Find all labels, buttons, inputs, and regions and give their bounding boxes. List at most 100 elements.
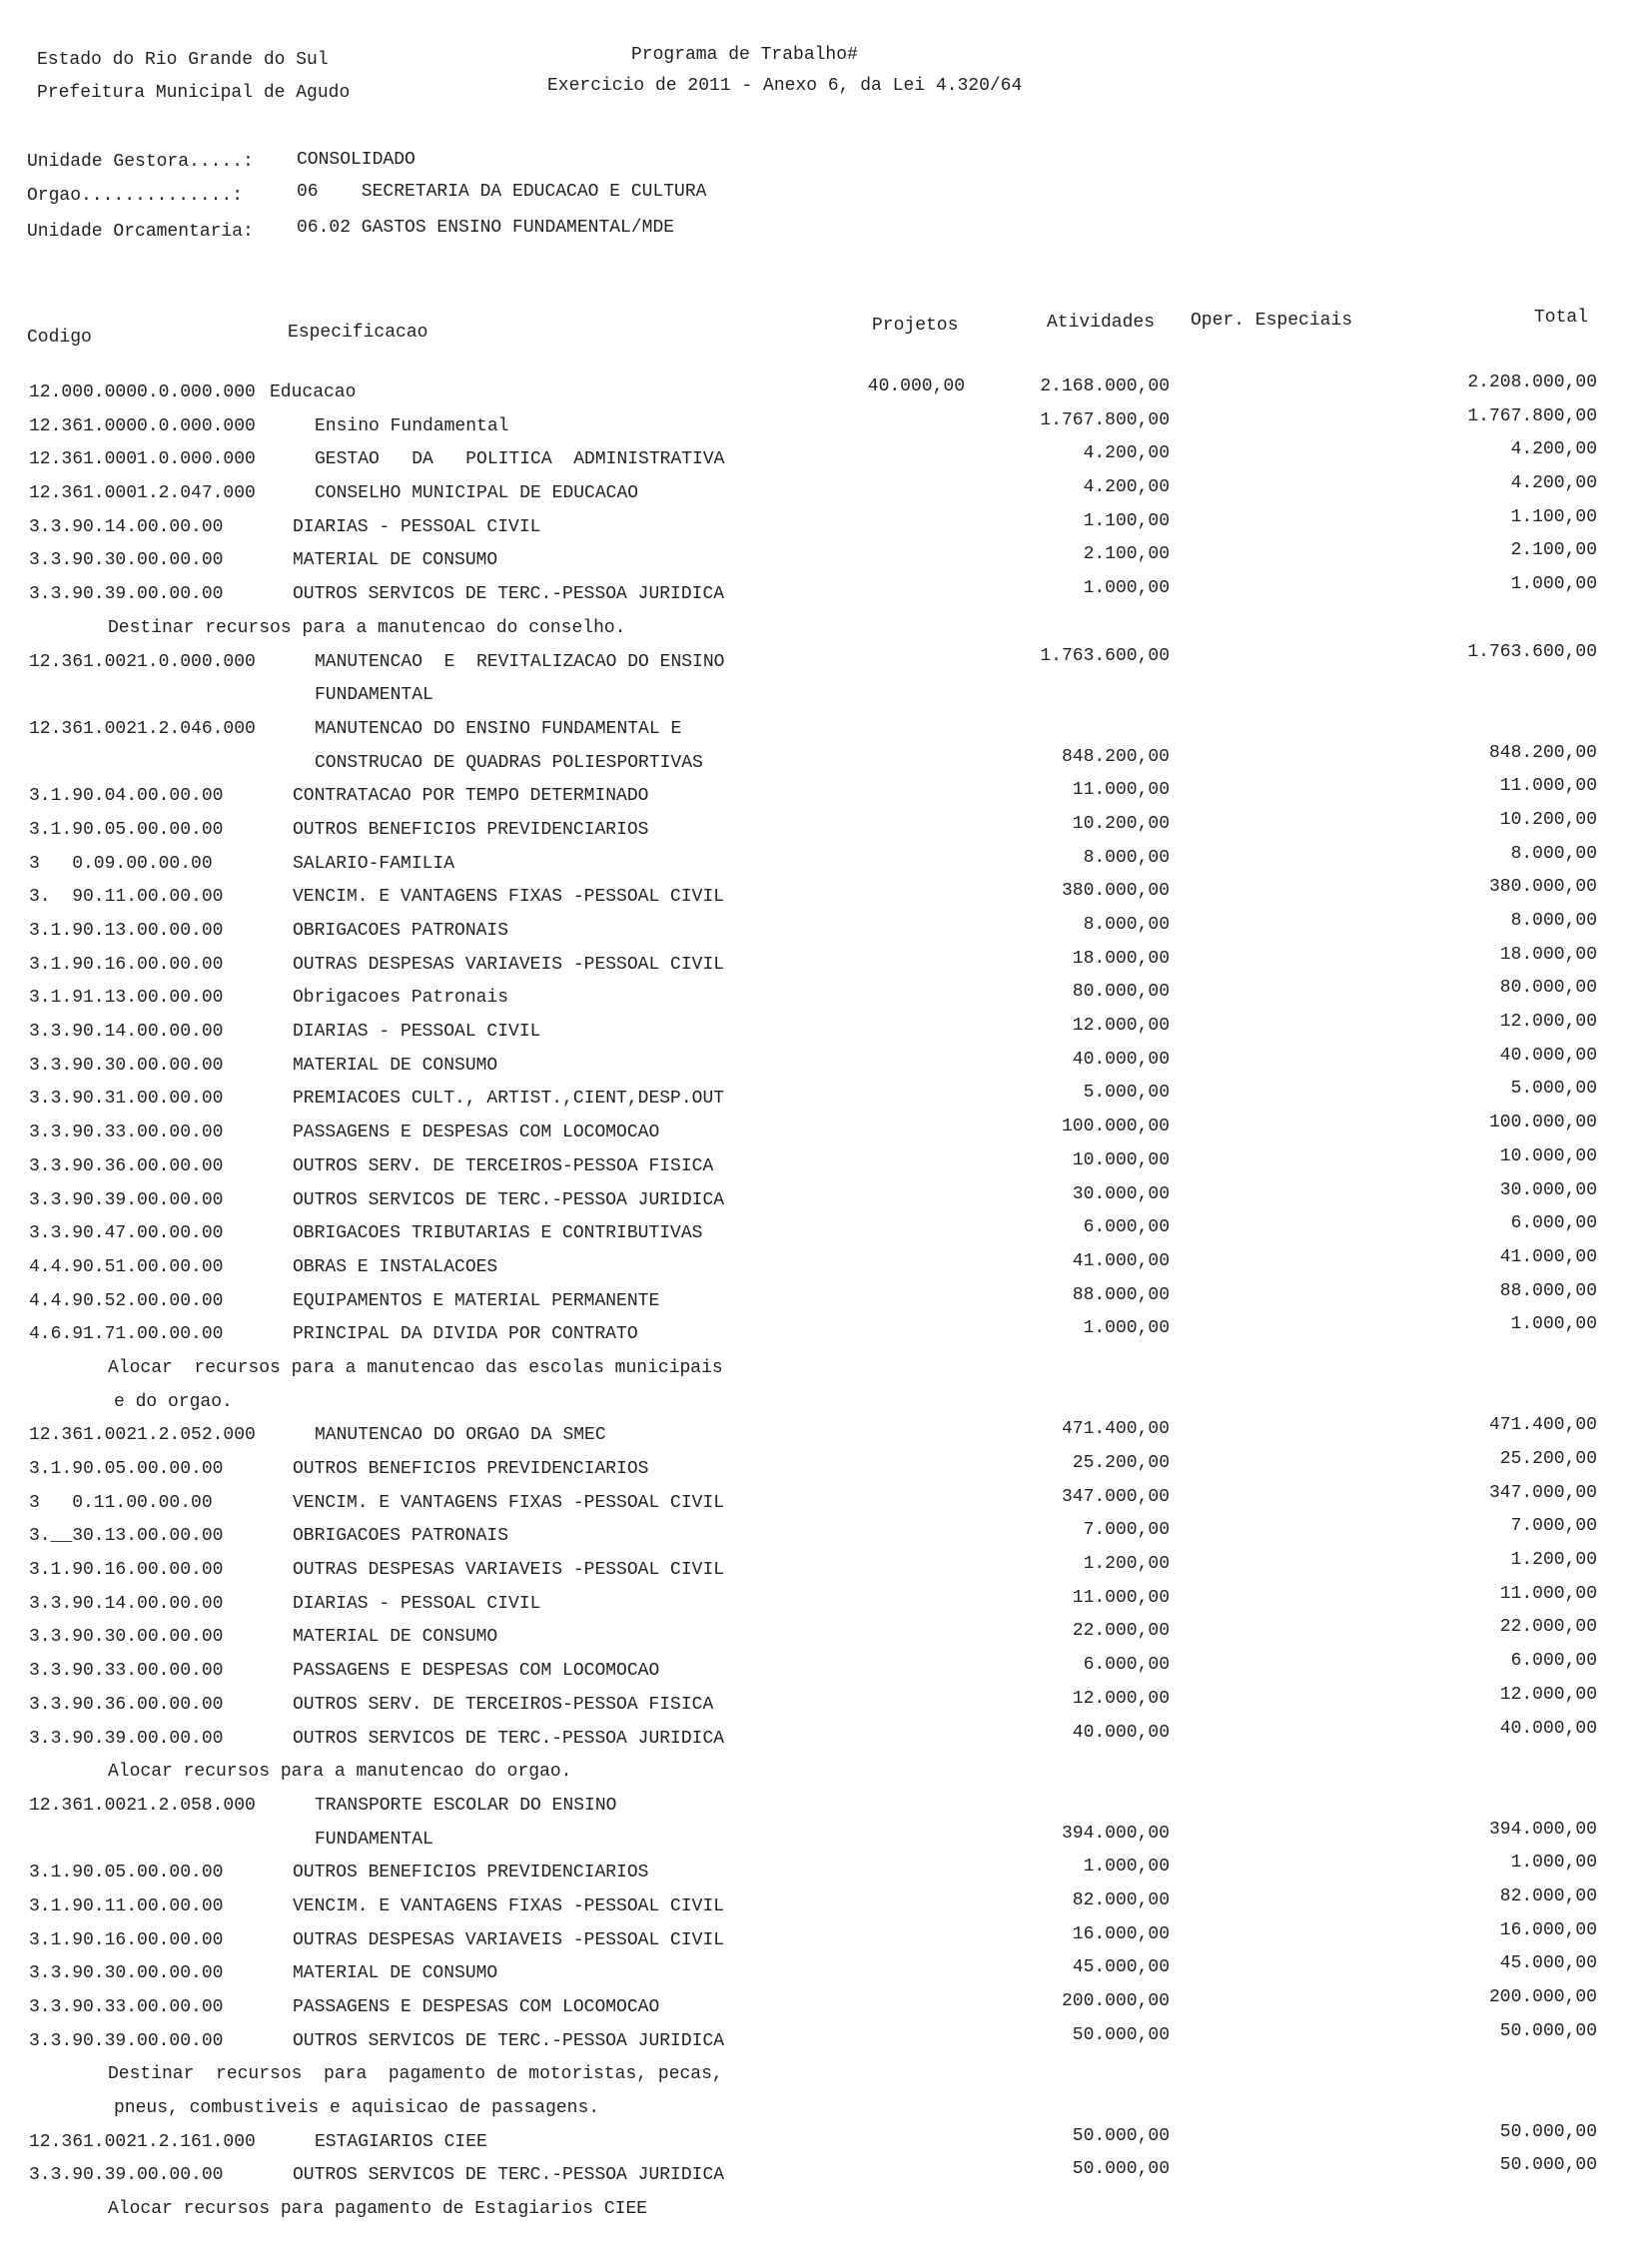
row-total: 12.000,00 [1499,1012,1597,1033]
row-code: 3.3.90.33.00.00.00 [29,1661,224,1682]
row-total: 8.000,00 [1510,911,1597,931]
row-specification: MATERIAL DE CONSUMO [293,550,498,571]
table-row: 3.3.90.39.00.00.00 OUTROS SERVICOS DE TER… [0,1180,1652,1224]
row-total: 11.000,00 [1499,1583,1597,1604]
row-total: 200.000,00 [1488,1987,1597,2007]
table-row: 3.1.91.13.00.00.00 Obrigacoes Patronais 80… [0,978,1652,1022]
table-row: 4.4.90.51.00.00.00 OBRAS E INSTALACOES 41.… [0,1247,1652,1291]
table-row: 3.1.90.05.00.00.00 OUTROS BENEFICIOS PREV… [0,810,1652,854]
table-row: 3.1.90.16.00.00.00 OUTRAS DESPESAS VARIAV… [0,945,1652,989]
description-line: Alocar recursos para pagamento de Estagi… [0,2199,1652,2233]
row-code: 3.3.90.39.00.00.00 [29,2030,224,2051]
row-total: 2.208.000,00 [1467,373,1597,392]
report-title: Programa de Trabalho# [631,45,858,65]
row-specification: PASSAGENS E DESPESAS COM LOCOMOCAO [293,1123,660,1143]
row-atividades: 10.200,00 [1072,813,1170,834]
row-specification: MATERIAL DE CONSUMO [293,1055,498,1076]
row-atividades: 30.000,00 [1072,1183,1170,1204]
row-total: 50.000,00 [1499,2020,1597,2041]
table-row: 4.4.90.52.00.00.00 EQUIPAMENTOS E MATERIA… [0,1281,1652,1325]
row-total: 1.200,00 [1510,1550,1597,1571]
unidade-orcamentaria-label: Unidade Orcamentaria: [27,222,254,242]
row-atividades: 6.000,00 [1083,1217,1170,1238]
row-atividades: 82.000,00 [1072,1889,1170,1910]
row-specification: OUTRAS DESPESAS VARIAVEIS -PESSOAL CIVIL [293,954,725,975]
row-projetos: 40.000,00 [867,376,965,396]
row-specification: OUTROS BENEFICIOS PREVIDENCIARIOS [293,819,649,840]
row-total: 45.000,00 [1499,1953,1597,1974]
row-total: 50.000,00 [1499,2121,1597,2142]
row-specification: EQUIPAMENTOS E MATERIAL PERMANENTE [293,1290,660,1311]
row-code: 3.3.90.33.00.00.00 [29,1997,224,2017]
orgao-value: 06 SECRETARIA DA EDUCACAO E CULTURA [297,182,707,202]
table-row: 3.3.90.33.00.00.00 PASSAGENS E DESPESAS C… [0,1987,1652,2031]
row-atividades: 25.200,00 [1072,1453,1170,1473]
table-row: 3.3.90.39.00.00.00 OUTROS SERVICOS DE TER… [0,1719,1652,1763]
row-atividades: 848.200,00 [1061,746,1170,767]
row-atividades: 11.000,00 [1072,780,1170,801]
row-total: 12.000,00 [1499,1684,1597,1705]
row-atividades: 50.000,00 [1072,2125,1170,2146]
unidade-orcamentaria-value: 06.02 GASTOS ENSINO FUNDAMENTAL/MDE [297,218,675,238]
row-atividades: 41.000,00 [1072,1250,1170,1271]
table-row: 3.1.90.05.00.00.00 OUTROS BENEFICIOS PREV… [0,1853,1652,1896]
row-total: 4.200,00 [1510,473,1597,494]
row-atividades: 1.000,00 [1083,1857,1170,1878]
row-code: 3.3.90.39.00.00.00 [29,584,224,605]
row-code: 3.1.90.13.00.00.00 [29,921,224,941]
row-code: 3.1.90.05.00.00.00 [29,1459,224,1479]
row-atividades: 12.000,00 [1072,1688,1170,1709]
row-specification: PRINCIPAL DA DIVIDA POR CONTRATO [293,1324,638,1345]
row-code: 3.3.90.14.00.00.00 [29,1593,224,1614]
row-specification: OUTROS SERV. DE TERCEIROS-PESSOA FISICA [293,1155,714,1176]
row-atividades: 1.100,00 [1083,510,1170,531]
table-row: 3.1.90.16.00.00.00 OUTRAS DESPESAS VARIAV… [0,1550,1652,1594]
row-total: 6.000,00 [1510,1213,1597,1234]
row-specification: Alocar recursos para a manutencao das es… [108,1357,723,1378]
table-row: 3.3.90.14.00.00.00 DIARIAS - PESSOAL CIVI… [0,1012,1652,1056]
row-total: 1.100,00 [1510,506,1597,527]
row-specification: MATERIAL DE CONSUMO [293,1627,498,1648]
row-specification: OUTROS SERV. DE TERCEIROS-PESSOA FISICA [293,1694,714,1715]
row-specification: e do orgao. [114,1391,233,1412]
row-code: 12.361.0021.2.058.000 [29,1795,256,1816]
row-total: 1.763.600,00 [1467,641,1597,662]
table-row: 3.__30.13.00.00.00 OBRIGACOES PATRONAIS 7.… [0,1516,1652,1560]
row-code: 3.3.90.30.00.00.00 [29,1963,224,1984]
row-total: 347.000,00 [1488,1482,1597,1503]
table-row: 3. 90.11.00.00.00 VENCIM. E VANTAGENS FIX… [0,877,1652,921]
row-specification: MANUTENCAO DO ENSINO FUNDAMENTAL E [315,718,682,739]
row-total: 22.000,00 [1499,1617,1597,1638]
row-specification: CONTRATACAO POR TEMPO DETERMINADO [293,786,649,807]
table-row: 12.361.0021.2.161.000 ESTAGIARIOS CIEE 50.… [0,2122,1652,2166]
table-row: CONSTRUCAO DE QUADRAS POLIESPORTIVAS 848.… [0,743,1652,787]
row-code: 3. 90.11.00.00.00 [29,887,224,908]
row-code: 3.1.91.13.00.00.00 [29,988,224,1009]
row-code: 3.1.90.16.00.00.00 [29,954,224,975]
row-specification: OUTROS SERVICOS DE TERC.-PESSOA JURIDICA [293,2165,725,2186]
row-code: 12.000.0000.0.000.000 [29,382,256,402]
row-code: 3 0.11.00.00.00 [29,1492,213,1513]
unidade-gestora-label: Unidade Gestora.....: [27,152,254,172]
description-line: Alocar recursos para a manutencao do org… [0,1762,1652,1796]
col-total: Total [1534,308,1589,328]
row-code: 3.1.90.05.00.00.00 [29,819,224,840]
description-line: Destinar recursos para a manutencao do c… [0,618,1652,652]
row-total: 1.000,00 [1510,1853,1597,1874]
row-specification: OUTROS SERVICOS DE TERC.-PESSOA JURIDICA [293,1728,725,1749]
row-atividades: 6.000,00 [1083,1655,1170,1676]
row-specification: OUTROS SERVICOS DE TERC.-PESSOA JURIDICA [293,584,725,605]
row-atividades: 8.000,00 [1083,847,1170,868]
row-specification: VENCIM. E VANTAGENS FIXAS -PESSOAL CIVIL [293,887,725,908]
row-atividades: 1.000,00 [1083,1318,1170,1339]
row-total: 25.200,00 [1499,1449,1597,1469]
row-code: 12.361.0021.0.000.000 [29,651,256,672]
description-line: e do orgao. [0,1392,1652,1426]
row-code: 3.3.90.14.00.00.00 [29,1022,224,1043]
table-row: 12.361.0001.2.047.000 CONSELHO MUNICIPAL … [0,473,1652,517]
row-specification: OUTROS BENEFICIOS PREVIDENCIARIOS [293,1459,649,1479]
row-specification: VENCIM. E VANTAGENS FIXAS -PESSOAL CIVIL [293,1895,725,1916]
row-specification: FUNDAMENTAL [315,1829,433,1850]
row-specification: DIARIAS - PESSOAL CIVIL [293,1022,541,1043]
row-atividades: 22.000,00 [1072,1621,1170,1642]
